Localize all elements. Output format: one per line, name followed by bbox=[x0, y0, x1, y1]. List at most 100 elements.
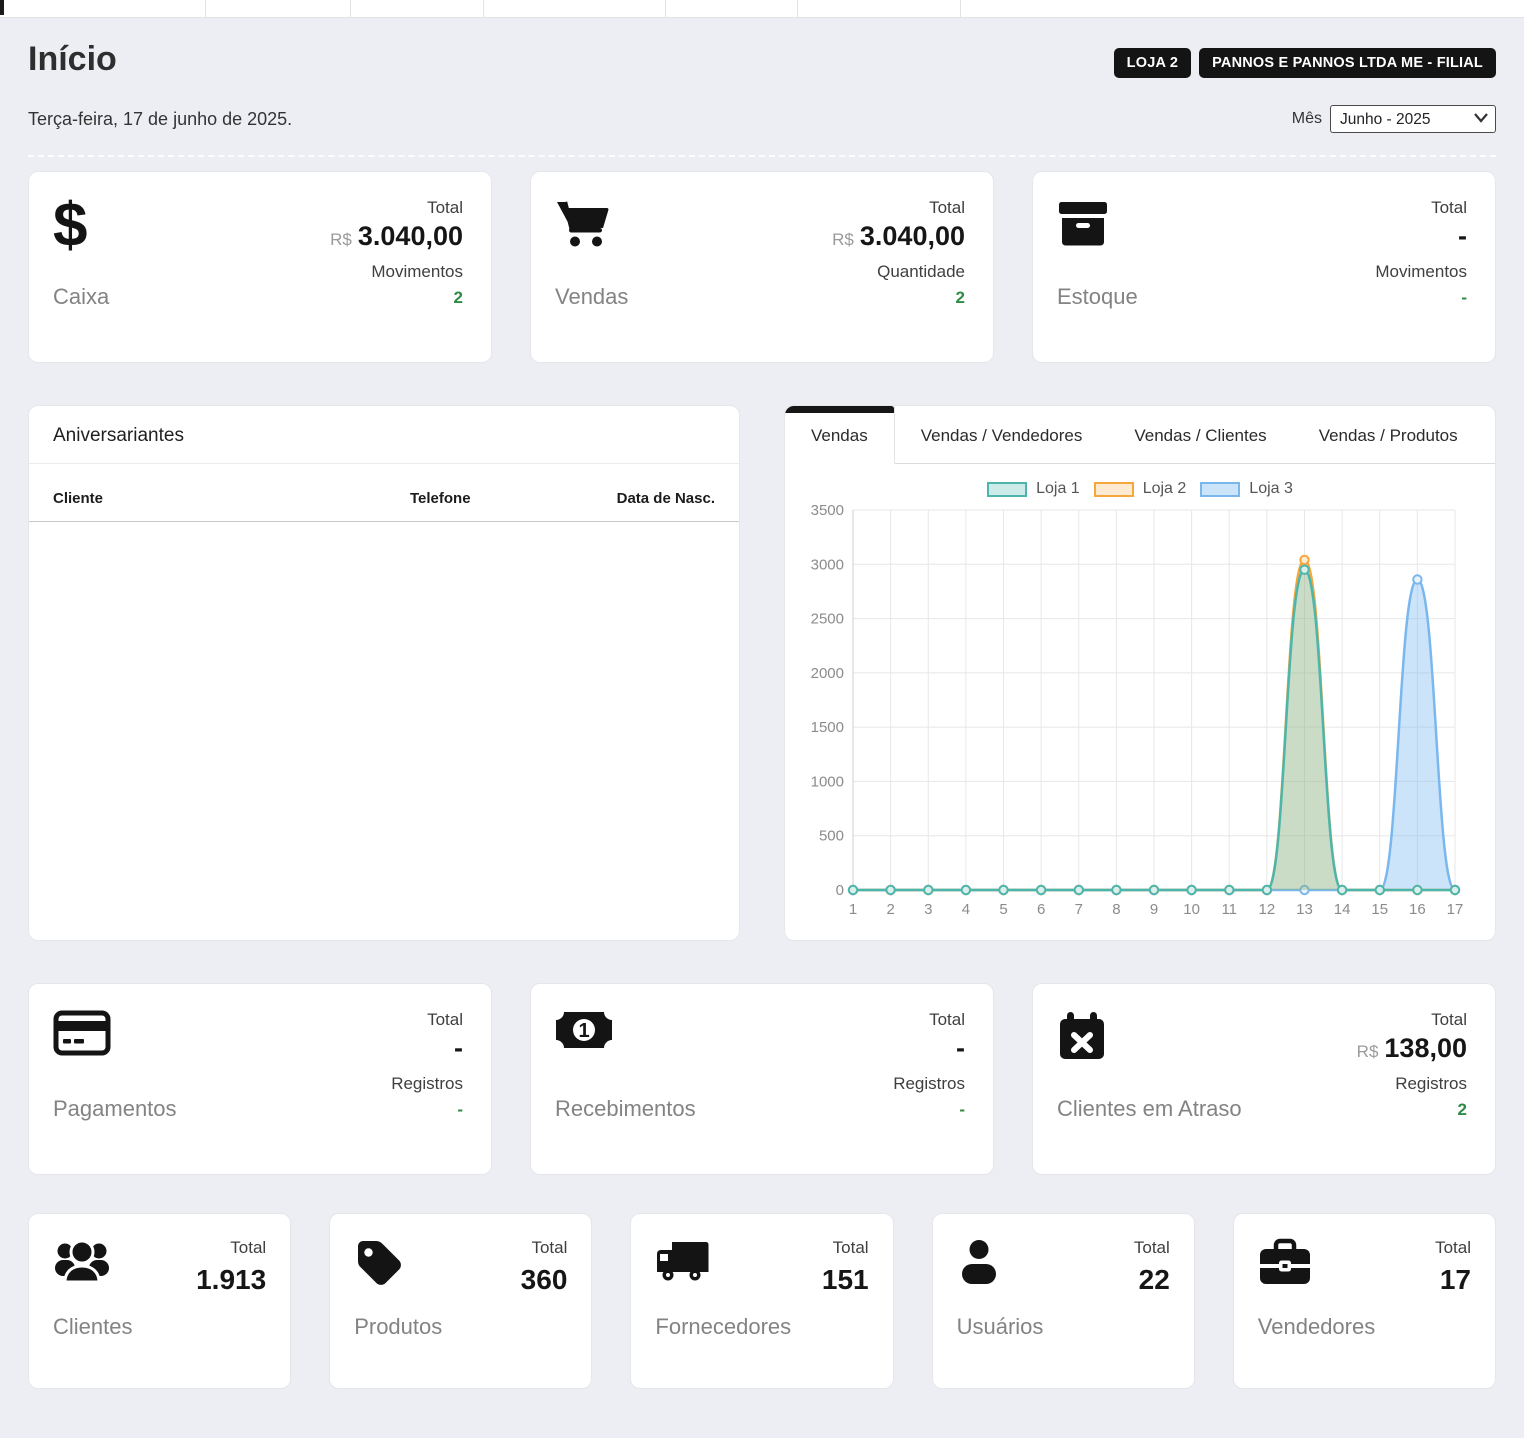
fornecedores-card: Fornecedores Total 151 bbox=[630, 1213, 894, 1389]
total-label: Total bbox=[427, 198, 463, 217]
month-select-label: Mês bbox=[1291, 110, 1322, 127]
svg-text:14: 14 bbox=[1334, 901, 1351, 918]
legend-item-loja-1[interactable]: Loja 1 bbox=[987, 480, 1080, 498]
total-value: - bbox=[454, 1033, 463, 1063]
total-value: R$ 138,00 bbox=[1356, 1033, 1467, 1063]
svg-text:3500: 3500 bbox=[811, 502, 844, 519]
legend-swatch bbox=[987, 481, 1028, 497]
tab-vendas-produtos[interactable]: Vendas / Produtos bbox=[1318, 426, 1458, 445]
svg-text:10: 10 bbox=[1183, 901, 1200, 918]
calendar-x-icon bbox=[1060, 1012, 1104, 1059]
total-value: 17 bbox=[1439, 1264, 1471, 1295]
registros-label: Registros bbox=[893, 1073, 965, 1093]
total-label: Total bbox=[531, 1238, 568, 1257]
users-icon bbox=[55, 1239, 109, 1284]
dollar-icon: $ bbox=[53, 191, 88, 260]
card-label: Caixa bbox=[53, 284, 110, 309]
store-badge: LOJA 2 bbox=[1113, 48, 1192, 78]
quantity-value: 2 bbox=[955, 287, 965, 307]
estoque-card: Estoque Total - Movimentos - bbox=[1032, 171, 1496, 363]
movements-value: 2 bbox=[453, 287, 463, 307]
top-nav-strip bbox=[0, 0, 1524, 18]
total-label: Total bbox=[1133, 1238, 1170, 1257]
legend-item-loja-3[interactable]: Loja 3 bbox=[1200, 480, 1293, 498]
tab-vendas-clientes[interactable]: Vendas / Clientes bbox=[1134, 426, 1267, 445]
svg-text:2500: 2500 bbox=[811, 611, 844, 628]
card-label: Estoque bbox=[1057, 284, 1138, 309]
company-badge: PANNOS E PANNOS LTDA ME - FILIAL bbox=[1199, 48, 1496, 78]
vendas-card: Vendas Total R$ 3.040,00 Quantidade 2 bbox=[530, 171, 994, 363]
svg-text:1: 1 bbox=[849, 901, 857, 918]
date-row: Terça-feira, 17 de junho de 2025. Mês Ju… bbox=[28, 105, 1496, 157]
clientes-em-atraso-card: Clientes em Atraso Total R$ 138,00 Regist… bbox=[1032, 983, 1496, 1175]
card-label: Fornecedores bbox=[655, 1314, 792, 1339]
svg-text:500: 500 bbox=[819, 828, 844, 845]
svg-text:9: 9 bbox=[1150, 901, 1158, 918]
total-value: 22 bbox=[1138, 1264, 1170, 1295]
page-title: Início bbox=[28, 40, 117, 78]
svg-text:6: 6 bbox=[1037, 901, 1045, 918]
vendedores-card: Vendedores Total 17 bbox=[1232, 1213, 1496, 1389]
total-label: Total bbox=[1431, 198, 1467, 217]
birthdays-table-header: Cliente Telefone Data de Nasc. bbox=[29, 464, 739, 522]
total-label: Total bbox=[929, 1010, 965, 1029]
produtos-card: Produtos Total 360 bbox=[329, 1213, 593, 1389]
card-label: Vendedores bbox=[1257, 1314, 1376, 1339]
registros-label: Registros bbox=[391, 1073, 463, 1093]
tab-vendas[interactable]: Vendas bbox=[785, 406, 895, 464]
svg-text:17: 17 bbox=[1447, 901, 1464, 918]
svg-text:13: 13 bbox=[1296, 901, 1313, 918]
svg-text:16: 16 bbox=[1409, 901, 1426, 918]
card-label: Produtos bbox=[354, 1314, 443, 1339]
panel-title: Aniversariantes bbox=[29, 406, 739, 464]
usuarios-card: Usuários Total 22 bbox=[931, 1213, 1195, 1389]
total-value: 151 bbox=[821, 1264, 869, 1295]
chart-legend: Loja 1 Loja 2 Loja 3 bbox=[805, 480, 1475, 498]
truck-icon bbox=[657, 1242, 709, 1281]
total-label: Total bbox=[230, 1238, 267, 1257]
registros-value: 2 bbox=[1457, 1099, 1467, 1119]
legend-label: Loja 2 bbox=[1142, 480, 1187, 497]
svg-text:3000: 3000 bbox=[811, 556, 844, 573]
total-value: - bbox=[1458, 221, 1467, 251]
total-value: R$ 3.040,00 bbox=[330, 221, 463, 251]
total-label: Total bbox=[929, 198, 965, 217]
registros-label: Registros bbox=[1395, 1073, 1467, 1093]
current-date: Terça-feira, 17 de junho de 2025. bbox=[28, 108, 293, 129]
recebimentos-card: 1 Recebimentos Total - Registros - bbox=[530, 983, 994, 1175]
legend-label: Loja 3 bbox=[1249, 480, 1293, 497]
total-label: Total bbox=[1435, 1238, 1471, 1257]
column-cliente: Cliente bbox=[53, 490, 104, 507]
movements-value: - bbox=[1461, 287, 1467, 307]
svg-text:5: 5 bbox=[999, 901, 1007, 918]
svg-text:1500: 1500 bbox=[811, 719, 844, 736]
total-label: Total bbox=[832, 1238, 869, 1257]
month-select[interactable]: Junho - 2025 bbox=[1330, 105, 1496, 133]
card-label: Clientes em Atraso bbox=[1057, 1096, 1242, 1121]
movements-label: Movimentos bbox=[1375, 261, 1467, 281]
svg-text:3: 3 bbox=[924, 901, 932, 918]
aniversariantes-panel: Aniversariantes Cliente Telefone Data de… bbox=[28, 405, 740, 941]
card-label: Pagamentos bbox=[53, 1096, 177, 1121]
store-badges: LOJA 2 PANNOS E PANNOS LTDA ME - FILIAL bbox=[1113, 48, 1496, 78]
legend-swatch bbox=[1200, 481, 1241, 497]
svg-text:4: 4 bbox=[962, 901, 970, 918]
cart-icon bbox=[557, 201, 609, 247]
box-icon bbox=[1059, 202, 1107, 246]
svg-text:7: 7 bbox=[1075, 901, 1083, 918]
card-label: Recebimentos bbox=[555, 1096, 696, 1121]
column-telefone: Telefone bbox=[410, 490, 471, 507]
legend-item-loja-2[interactable]: Loja 2 bbox=[1093, 480, 1187, 498]
caixa-card: $ Caixa Total R$ 3.040,00 Movimentos 2 bbox=[28, 171, 492, 363]
sales-chart-panel: Vendas Vendas / Vendedores Vendas / Clie… bbox=[784, 405, 1496, 941]
svg-text:11: 11 bbox=[1221, 901, 1237, 918]
credit-card-icon bbox=[53, 1010, 111, 1056]
legend-label: Loja 1 bbox=[1036, 480, 1080, 497]
svg-text:2000: 2000 bbox=[811, 665, 844, 682]
briefcase-icon bbox=[1259, 1238, 1310, 1284]
card-label: Vendas bbox=[555, 284, 629, 309]
column-data-nasc: Data de Nasc. bbox=[616, 490, 715, 507]
tab-vendas-vendedores[interactable]: Vendas / Vendedores bbox=[920, 426, 1083, 445]
money-bill-icon: 1 bbox=[555, 1010, 613, 1050]
svg-text:8: 8 bbox=[1112, 901, 1120, 918]
